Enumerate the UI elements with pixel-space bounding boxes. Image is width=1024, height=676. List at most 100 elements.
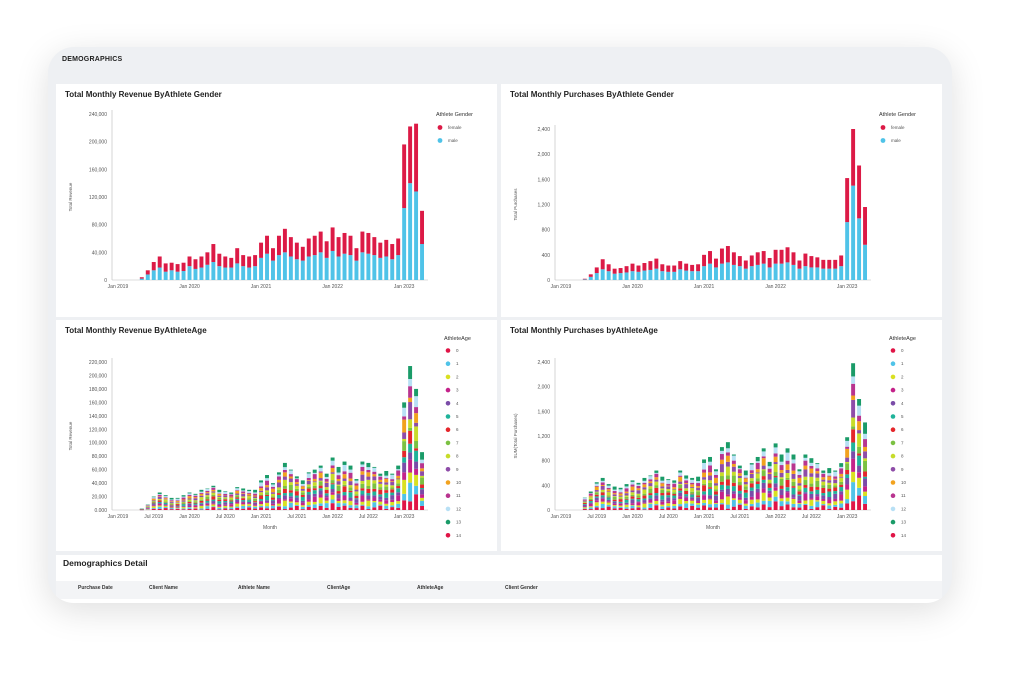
bar-segment [863,503,868,510]
y-tick-label: 80,000 [92,223,108,229]
bar-segment [163,497,168,499]
bar-segment [666,495,671,498]
bar-male [755,264,760,280]
bar-segment [420,500,425,506]
bar-segment [743,489,748,493]
bar-segment [247,507,252,510]
bar-segment [678,476,683,482]
bar-female [223,256,228,268]
bar-segment [330,484,335,490]
bar-segment [660,488,665,491]
bar-segment [420,505,425,510]
column-header-client-gender[interactable]: Client Gender [505,585,538,591]
bar-segment [384,505,389,509]
bar-segment [714,477,718,484]
column-header-client-age[interactable]: ClientAge [327,585,351,591]
y-tick-label: 0.000 [94,508,107,514]
bar-segment [217,489,222,493]
bar-segment [354,508,359,510]
y-tick-label: 1,200 [537,434,550,440]
bar-segment [654,472,659,474]
bar-segment [354,505,359,509]
bar-female [342,232,347,254]
bar-segment [630,496,635,499]
column-header-purchase-date[interactable]: Purchase Date [78,585,113,591]
bar-segment [306,505,311,507]
bar-segment [666,497,671,502]
bar-segment [276,489,281,494]
bar-segment [630,498,635,500]
bar-segment [660,501,665,505]
bar-segment [360,483,365,489]
bar-segment [612,501,617,504]
bar-male [797,268,802,280]
x-axis-label: Month [706,525,720,531]
bar-segment [702,494,707,496]
bar-segment [803,485,808,488]
bar-segment [217,509,222,510]
bar-female [276,235,281,256]
bar-male [163,271,168,280]
bar-segment [731,491,736,494]
x-tick-label: Jan 2019 [108,514,129,520]
bar-segment [791,454,796,460]
bar-segment [618,489,623,493]
bar-male [588,276,593,280]
bar-segment [229,499,234,501]
bar-segment [821,505,826,510]
bar-female [797,260,802,269]
bar-segment [714,469,718,472]
bar-segment [743,486,748,490]
bar-segment [600,477,605,481]
bar-male [366,253,371,280]
bar-segment [312,474,317,479]
bar-segment [606,502,611,505]
bar-segment [300,488,305,491]
column-header-client-name[interactable]: Client Name [149,585,178,591]
bar-segment [863,439,868,447]
bar-segment [396,492,401,496]
bar-segment [199,495,204,498]
bar-segment [612,489,617,492]
bar-segment [360,505,365,510]
bar-segment [324,495,329,498]
bar-segment [402,438,407,442]
bar-segment [241,493,246,494]
bar-segment [342,492,347,495]
bar-segment [199,491,204,493]
bar-segment [594,485,599,487]
bar-segment [372,502,377,508]
bar-segment [175,501,180,503]
bar-segment [624,499,629,503]
bar-segment [731,463,736,467]
bar-female [791,252,796,265]
bar-segment [731,498,736,501]
bar-male [276,255,281,280]
bar-segment [737,473,742,476]
bar-segment [151,505,156,507]
column-header-athlete-age[interactable]: AthleteAge [417,585,444,591]
bar-segment [737,499,742,504]
bar-segment [151,496,156,498]
bar-segment [851,458,856,472]
column-header-athlete-name[interactable]: Athlete Name [238,585,270,591]
bar-female [737,256,742,267]
legend-label: 0 [901,348,904,353]
bar-segment [839,476,844,478]
bar-female [767,257,772,268]
demographics-detail-table: Demographics Detail Purchase Date Client… [56,555,942,603]
bar-segment [642,482,647,485]
bar-segment [282,500,287,507]
bar-segment [235,501,240,504]
bar-segment [396,465,401,470]
bar-segment [678,490,683,493]
bar-segment [354,495,359,499]
bar-segment [791,507,796,510]
bar-segment [809,465,814,469]
bar-segment [654,495,659,499]
bar-segment [749,478,754,481]
bar-segment [755,478,760,482]
legend-label: 5 [456,414,459,419]
bar-segment [660,509,665,510]
bar-segment [636,493,641,496]
